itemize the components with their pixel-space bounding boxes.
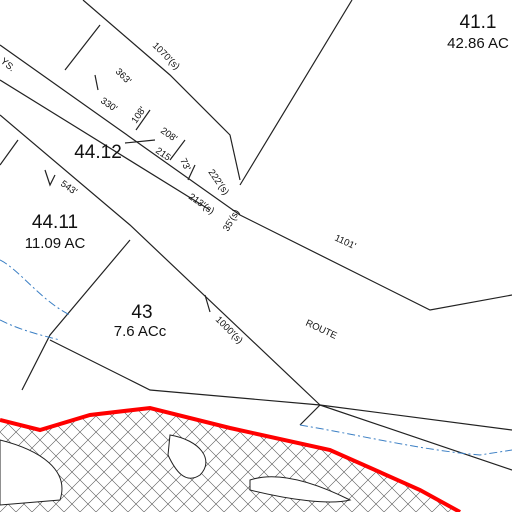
parcel-area: 42.86 AC	[447, 35, 509, 52]
stream	[299, 424, 512, 456]
boundary-line	[0, 405, 461, 512]
parcel-area: 11.09 AC	[25, 235, 86, 252]
parcel-id: 41.1	[460, 12, 497, 33]
island	[167, 434, 207, 479]
parcel-id: 44.12	[74, 142, 122, 163]
stream	[0, 259, 71, 316]
parcel-lines	[0, 0, 512, 471]
parcel-area: 7.6 ACc	[114, 323, 167, 340]
parcel-id: 43	[131, 302, 152, 323]
stream	[0, 319, 61, 341]
hatched-zone	[0, 408, 460, 512]
island	[249, 476, 352, 503]
island	[0, 439, 63, 506]
dimension: 73'	[177, 157, 192, 173]
parcel-id: 44.11	[32, 212, 78, 233]
